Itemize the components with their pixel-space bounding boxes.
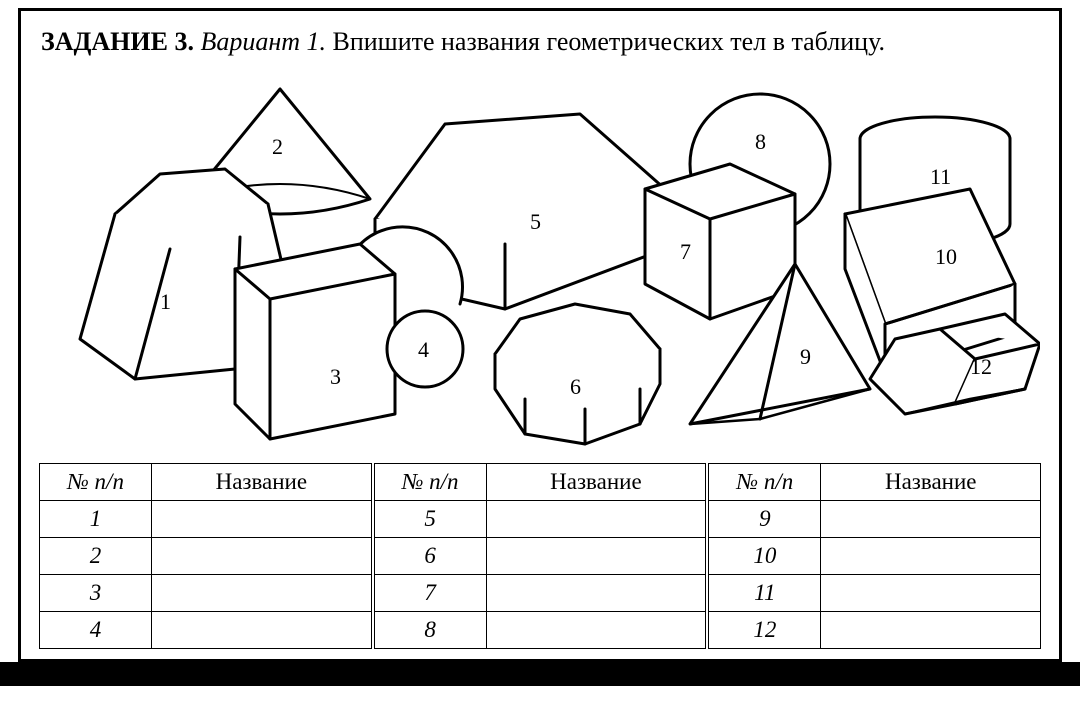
cell-name[interactable]	[486, 611, 707, 648]
cell-num: 5	[373, 500, 487, 537]
worksheet-page: ЗАДАНИЕ 3. Вариант 1. Впишите названия г…	[0, 0, 1080, 662]
cell-name[interactable]	[821, 611, 1041, 648]
answers-table-wrap: № п/п Название № п/п Название № п/п Назв…	[39, 463, 1041, 649]
shape-label: 3	[330, 364, 341, 389]
shape-label: 9	[800, 344, 811, 369]
shape-label: 4	[418, 337, 429, 362]
cell-num: 4	[40, 611, 152, 648]
shape-label: 11	[930, 164, 951, 189]
worksheet-frame: ЗАДАНИЕ 3. Вариант 1. Впишите названия г…	[18, 8, 1062, 662]
cell-num: 12	[707, 611, 821, 648]
table-header-row: № п/п Название № п/п Название № п/п Назв…	[40, 463, 1041, 500]
cell-num: 7	[373, 574, 487, 611]
cell-num: 1	[40, 500, 152, 537]
variant-label: Вариант 1.	[200, 27, 326, 56]
cell-name[interactable]	[152, 537, 373, 574]
table-row: 4 8 12	[40, 611, 1041, 648]
task-heading: ЗАДАНИЕ 3. Вариант 1. Впишите названия г…	[41, 25, 1041, 59]
cell-name[interactable]	[152, 500, 373, 537]
shape-label: 12	[970, 354, 992, 379]
shapes-diagram: 1 2 3 4 5 6 7 8 9 10 11 12	[39, 69, 1041, 449]
cell-num: 6	[373, 537, 487, 574]
table-row: 1 5 9	[40, 500, 1041, 537]
cell-num: 3	[40, 574, 152, 611]
task-label: ЗАДАНИЕ 3.	[41, 27, 194, 56]
shape-rect-prism	[235, 244, 395, 439]
cell-num: 9	[707, 500, 821, 537]
cell-name[interactable]	[486, 574, 707, 611]
cell-name[interactable]	[821, 500, 1041, 537]
shape-label: 10	[935, 244, 957, 269]
cell-name[interactable]	[152, 574, 373, 611]
th-name: Название	[152, 463, 373, 500]
cell-name[interactable]	[152, 611, 373, 648]
shape-label: 2	[272, 134, 283, 159]
cell-name[interactable]	[486, 537, 707, 574]
shape-label: 8	[755, 129, 766, 154]
cell-name[interactable]	[821, 537, 1041, 574]
th-num: № п/п	[707, 463, 821, 500]
cell-name[interactable]	[821, 574, 1041, 611]
shape-label: 7	[680, 239, 691, 264]
shape-label: 1	[160, 289, 171, 314]
cell-num: 2	[40, 537, 152, 574]
shape-label: 5	[530, 209, 541, 234]
shape-label: 6	[570, 374, 581, 399]
th-num: № п/п	[373, 463, 487, 500]
th-name: Название	[821, 463, 1041, 500]
cell-num: 10	[707, 537, 821, 574]
cell-name[interactable]	[486, 500, 707, 537]
shape-hex-prism	[870, 314, 1040, 414]
bottom-bar	[0, 662, 1080, 686]
th-name: Название	[486, 463, 707, 500]
cell-num: 11	[707, 574, 821, 611]
th-num: № п/п	[40, 463, 152, 500]
shapes-svg: 1 2 3 4 5 6 7 8 9 10 11 12	[40, 69, 1040, 449]
answers-table: № п/п Название № п/п Название № п/п Назв…	[39, 463, 1041, 649]
instruction-text: Впишите названия геометрических тел в та…	[333, 27, 885, 56]
table-row: 3 7 11	[40, 574, 1041, 611]
table-row: 2 6 10	[40, 537, 1041, 574]
cell-num: 8	[373, 611, 487, 648]
